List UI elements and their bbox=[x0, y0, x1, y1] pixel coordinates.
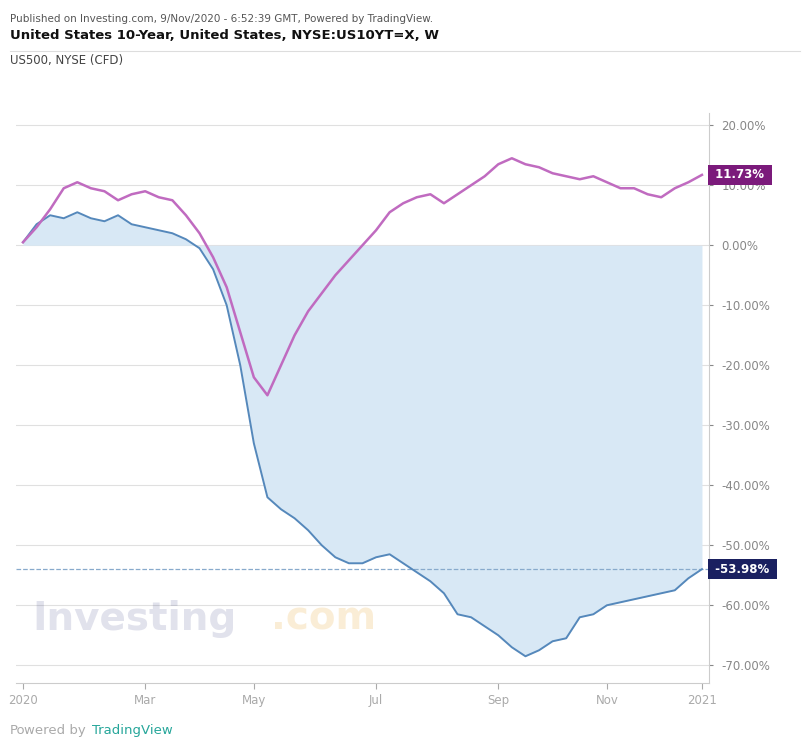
Text: Published on Investing.com, 9/Nov/2020 - 6:52:39 GMT, Powered by TradingView.: Published on Investing.com, 9/Nov/2020 -… bbox=[10, 14, 433, 23]
Text: US500, NYSE (CFD): US500, NYSE (CFD) bbox=[10, 54, 123, 67]
Text: -53.98%: -53.98% bbox=[711, 562, 774, 575]
Text: Investing: Investing bbox=[32, 600, 237, 638]
Text: TradingView: TradingView bbox=[92, 724, 173, 737]
Text: wered by: wered by bbox=[24, 724, 90, 737]
Text: United States 10-Year, United States, NYSE:US10YT=X, W: United States 10-Year, United States, NY… bbox=[10, 29, 439, 42]
Text: .com: .com bbox=[271, 600, 377, 638]
Text: 11.73%: 11.73% bbox=[711, 168, 769, 181]
Text: Po: Po bbox=[10, 724, 25, 737]
